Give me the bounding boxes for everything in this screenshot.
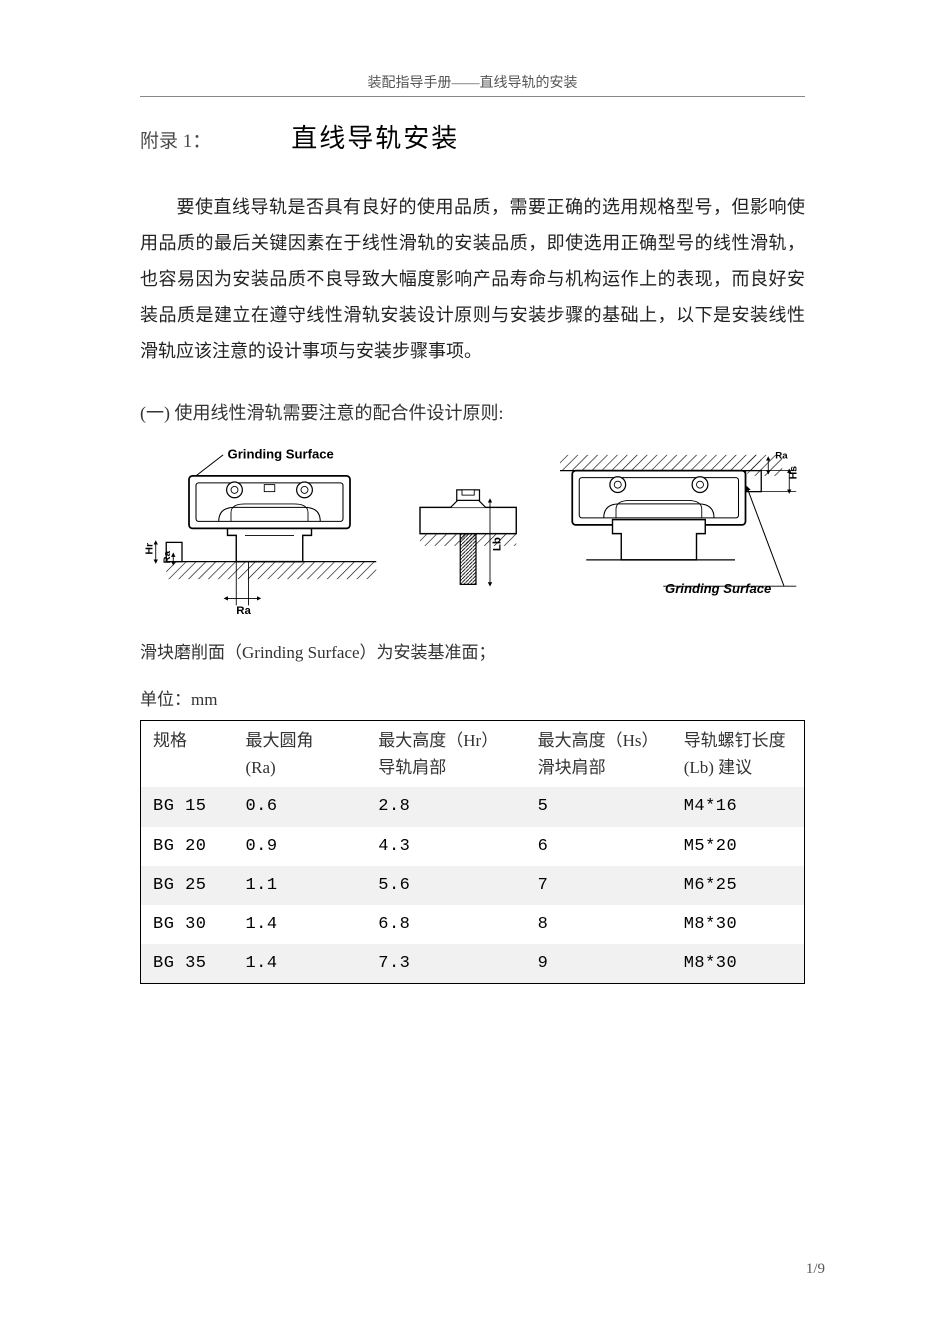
table-row: BG 25 1.1 5.6 7 M6*25 [141,866,805,905]
dim-ra-left: Ra [162,550,173,563]
spec-table-body: BG 15 0.6 2.8 5 M4*16 BG 20 0.9 4.3 6 M5… [141,787,805,983]
label-grinding-top: Grinding Surface [228,446,334,461]
th-spec: 规格 [141,721,234,788]
page-number: 1/9 [806,1261,825,1278]
diagram-right: Ra Hs Grinding Surface [560,450,799,596]
spec-table: 规格 最大圆角 (Ra) 最大高度（Hr） 导轨肩部 最大高度（Hs） 滑块肩部 [140,720,805,984]
dim-hr: Hr [143,543,155,555]
appendix-label: 附录 1： [140,126,211,153]
intro-paragraph: 要使直线导轨是否具有良好的使用品质，需要正确的选用规格型号，但影响使用品质的最后… [140,189,805,369]
th-hr: 最大高度（Hr） 导轨肩部 [366,721,525,788]
label-grinding-bottom: Grinding Surface [665,581,771,596]
running-head-rule [140,96,805,97]
table-row: BG 30 1.4 6.8 8 M8*30 [141,905,805,944]
table-row: BG 20 0.9 4.3 6 M5*20 [141,827,805,866]
diagram-left: Grinding Surface [143,446,376,617]
th-lb: 导轨螺钉长度 (Lb) 建议 [672,721,805,788]
dim-hs: Hs [787,466,799,480]
th-hs: 最大高度（Hs） 滑块肩部 [526,721,672,788]
spec-table-head: 规格 最大圆角 (Ra) 最大高度（Hr） 导轨肩部 最大高度（Hs） 滑块肩部 [141,721,805,788]
diagram: Grinding Surface [140,439,805,628]
page: 装配指导手册——直线导轨的安装 附录 1： 直线导轨安装 要使直线导轨是否具有良… [0,0,945,1338]
title-row: 附录 1： 直线导轨安装 [140,118,805,155]
section-head-1: (一) 使用线性滑轨需要注意的配合件设计原则: [140,399,805,425]
diagram-svg: Grinding Surface [140,439,805,623]
main-title: 直线导轨安装 [291,118,459,155]
diagram-middle: Lb [420,490,516,585]
dim-lb: Lb [492,537,504,551]
unit-line: 单位：mm [140,685,805,710]
content: 附录 1： 直线导轨安装 要使直线导轨是否具有良好的使用品质，需要正确的选用规格… [140,118,805,984]
dim-ra-right: Ra [775,450,788,461]
intro-paragraph-text: 要使直线导轨是否具有良好的使用品质，需要正确的选用规格型号，但影响使用品质的最后… [140,197,805,361]
table-row: BG 15 0.6 2.8 5 M4*16 [141,787,805,826]
diagram-caption: 滑块磨削面（Grinding Surface）为安装基准面； [140,638,805,663]
th-ra: 最大圆角 (Ra) [233,721,366,788]
running-head: 装配指导手册——直线导轨的安装 [0,72,945,92]
dim-ra-bottom: Ra [236,605,251,617]
table-row: BG 35 1.4 7.3 9 M8*30 [141,944,805,984]
